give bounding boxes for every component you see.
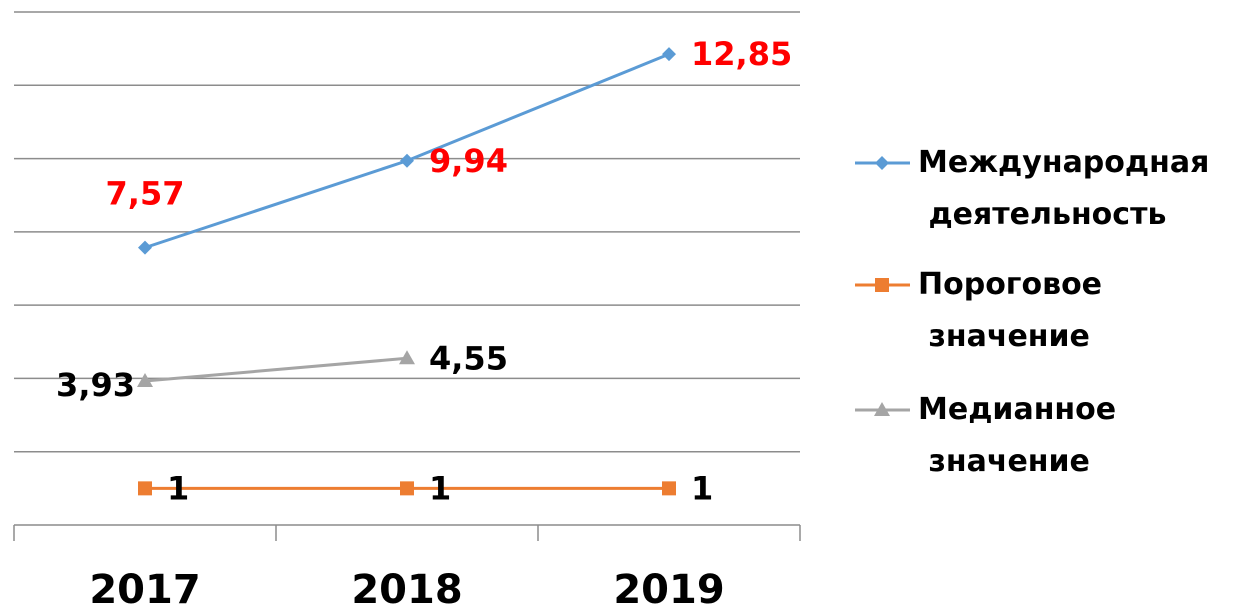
legend-line-text: Медианное <box>918 392 1116 427</box>
data-label: 12,85 <box>691 35 792 73</box>
marker <box>662 47 676 62</box>
marker <box>400 481 414 496</box>
legend-line-text: значение <box>918 444 1090 479</box>
marker <box>875 278 889 292</box>
data-label: 7,57 <box>106 175 185 213</box>
marker <box>400 153 414 168</box>
legend-line-text: Пороговое <box>918 267 1102 302</box>
marker <box>875 156 889 170</box>
legend-label: Международная деятельность <box>918 145 1209 232</box>
marker <box>137 372 153 387</box>
series-line <box>144 52 670 250</box>
data-label: 1 <box>167 469 189 507</box>
data-label: 1 <box>429 469 451 507</box>
x-tick-label: 2019 <box>613 567 724 613</box>
legend-line-text: Международная <box>918 145 1209 180</box>
marker <box>874 402 890 416</box>
marker <box>662 481 676 496</box>
marker <box>138 240 152 255</box>
legend-label: Медианное значение <box>918 392 1116 479</box>
data-label: 3,93 <box>56 366 135 404</box>
x-tick-label: 2018 <box>351 567 462 613</box>
legend-label: Пороговое значение <box>918 267 1102 354</box>
data-label: 1 <box>691 469 713 507</box>
series-line <box>144 356 408 383</box>
legend-line-text: деятельность <box>918 197 1166 232</box>
data-label: 4,55 <box>429 339 508 377</box>
legend-line-text: значение <box>918 319 1090 354</box>
marker <box>138 481 152 496</box>
data-label: 9,94 <box>429 142 508 180</box>
x-tick-label: 2017 <box>89 567 200 613</box>
marker <box>399 350 415 365</box>
